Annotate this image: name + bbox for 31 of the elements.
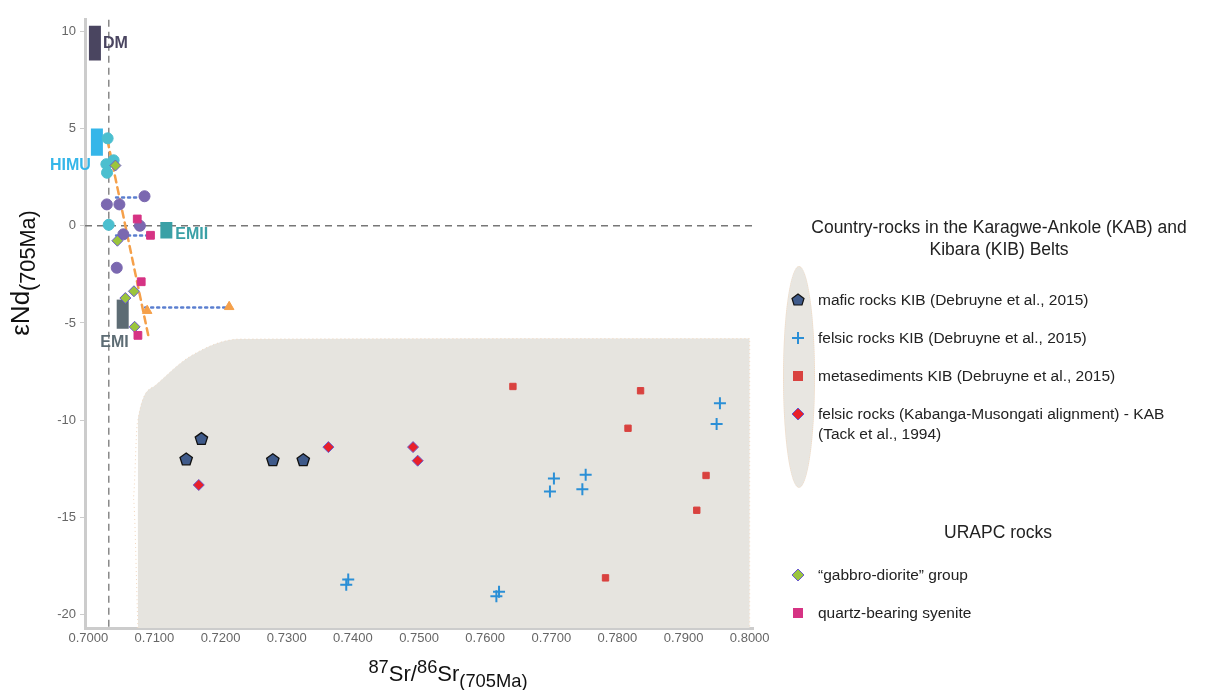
x-tick-label: 0.7100	[134, 630, 175, 646]
x-tick-label: 0.7300	[266, 630, 307, 646]
y-tick-label: -20	[57, 605, 76, 621]
legend-label: “gabbro-diorite” group	[818, 565, 969, 585]
legend-label: felsic rocks KIB (Debruyne et al., 2015)	[818, 328, 1088, 348]
x-tick-label: 0.7200	[200, 630, 241, 646]
y-tick-label: -10	[57, 411, 76, 427]
y-tick-label: 5	[68, 120, 76, 136]
legend-label: mafic rocks KIB (Debruyne et al., 2015)	[818, 290, 1090, 310]
legend-title: Country-rocks in the Karagwe-Ankole (KAB) and Kibara (KIB) Belts	[810, 216, 1188, 260]
series-label: EMII	[175, 224, 209, 242]
x-tick-label: 0.7500	[399, 630, 439, 646]
x-tick-label: 0.8000	[729, 630, 770, 646]
y-tick-label: -5	[64, 314, 76, 330]
x-tick-label: 0.7400	[332, 630, 373, 646]
legend-label: felsic rocks (Kabanga-Musongati alignment) - KAB (Tack et al., 1994)	[818, 404, 1166, 444]
x-tick-label: 0.7700	[531, 630, 572, 646]
series-label: EMI	[100, 333, 129, 351]
x-tick-label: 0.7900	[663, 630, 704, 646]
series-label: DM	[102, 33, 128, 51]
series-label: HIMU	[50, 156, 91, 174]
text: URAPC rocks	[943, 522, 1053, 543]
x-tick-label: 0.7600	[465, 630, 506, 646]
y-tick-label: -15	[57, 508, 76, 524]
x-tick-label: 0.7800	[597, 630, 638, 646]
legend-label: quartz-bearing syenite	[818, 603, 973, 623]
legend-label: metasediments KIB (Debruyne et al., 2015)	[818, 366, 1117, 386]
y-tick-label: 0	[68, 217, 76, 233]
y-tick-label: 10	[61, 23, 76, 39]
x-tick-label: 0.7000	[68, 630, 109, 646]
x-axis-title: $^{87}$Sr/$^{86}$Sr$_{(705Ma)}$	[367, 656, 529, 690]
